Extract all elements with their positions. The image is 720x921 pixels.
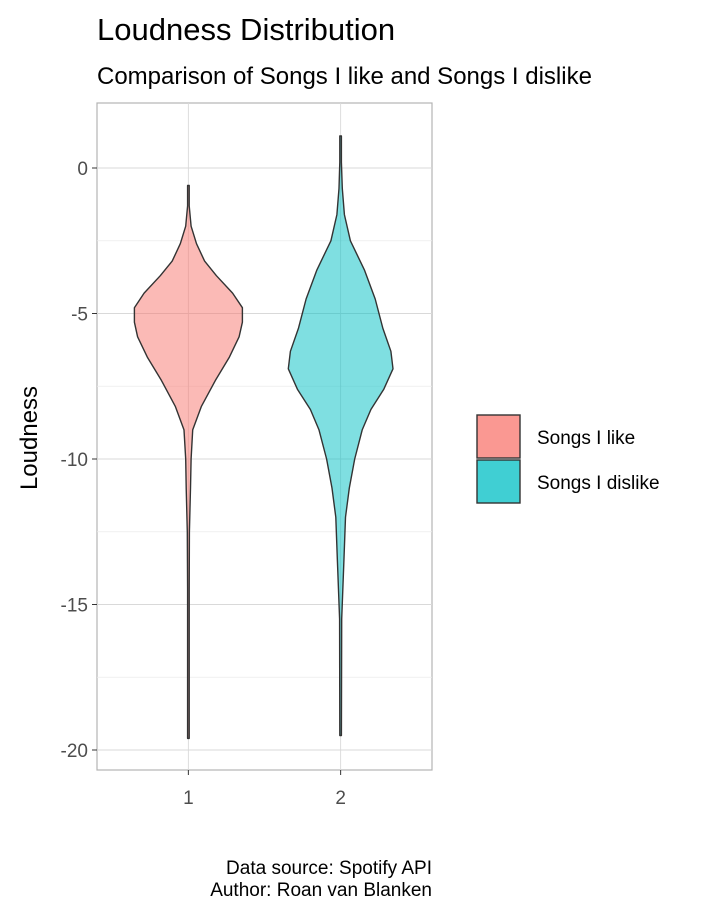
y-tick-label: -5: [71, 305, 88, 326]
x-tick-label: 1: [183, 788, 194, 809]
plot-panel: [96, 102, 433, 771]
panel-border: [96, 102, 433, 771]
y-tick-label: -20: [61, 741, 88, 762]
y-tick-label: -15: [61, 596, 88, 617]
chart-subtitle: Comparison of Songs I like and Songs I d…: [97, 63, 592, 90]
y-tick-label: 0: [77, 159, 88, 180]
y-axis-label: Loudness: [16, 386, 43, 490]
legend: Songs I like Songs I dislike: [476, 414, 660, 504]
x-tick-label: 2: [335, 788, 346, 809]
violins: [133, 135, 394, 740]
y-axis-ticks: 0 -5 -10 -15 -20: [61, 159, 97, 762]
chart-title: Loudness Distribution: [97, 12, 395, 47]
y-tick-label: -10: [61, 450, 88, 471]
violin-2: [287, 135, 394, 737]
legend-label-2: Songs I dislike: [537, 473, 660, 494]
legend-key-1: [476, 414, 521, 459]
legend-label-1: Songs I like: [537, 428, 635, 449]
caption-line: Data source: Spotify API: [226, 858, 432, 879]
caption-line: Author: Roan van Blanken: [210, 880, 432, 901]
legend-key-2: [476, 459, 521, 504]
violin-1: [133, 184, 244, 740]
